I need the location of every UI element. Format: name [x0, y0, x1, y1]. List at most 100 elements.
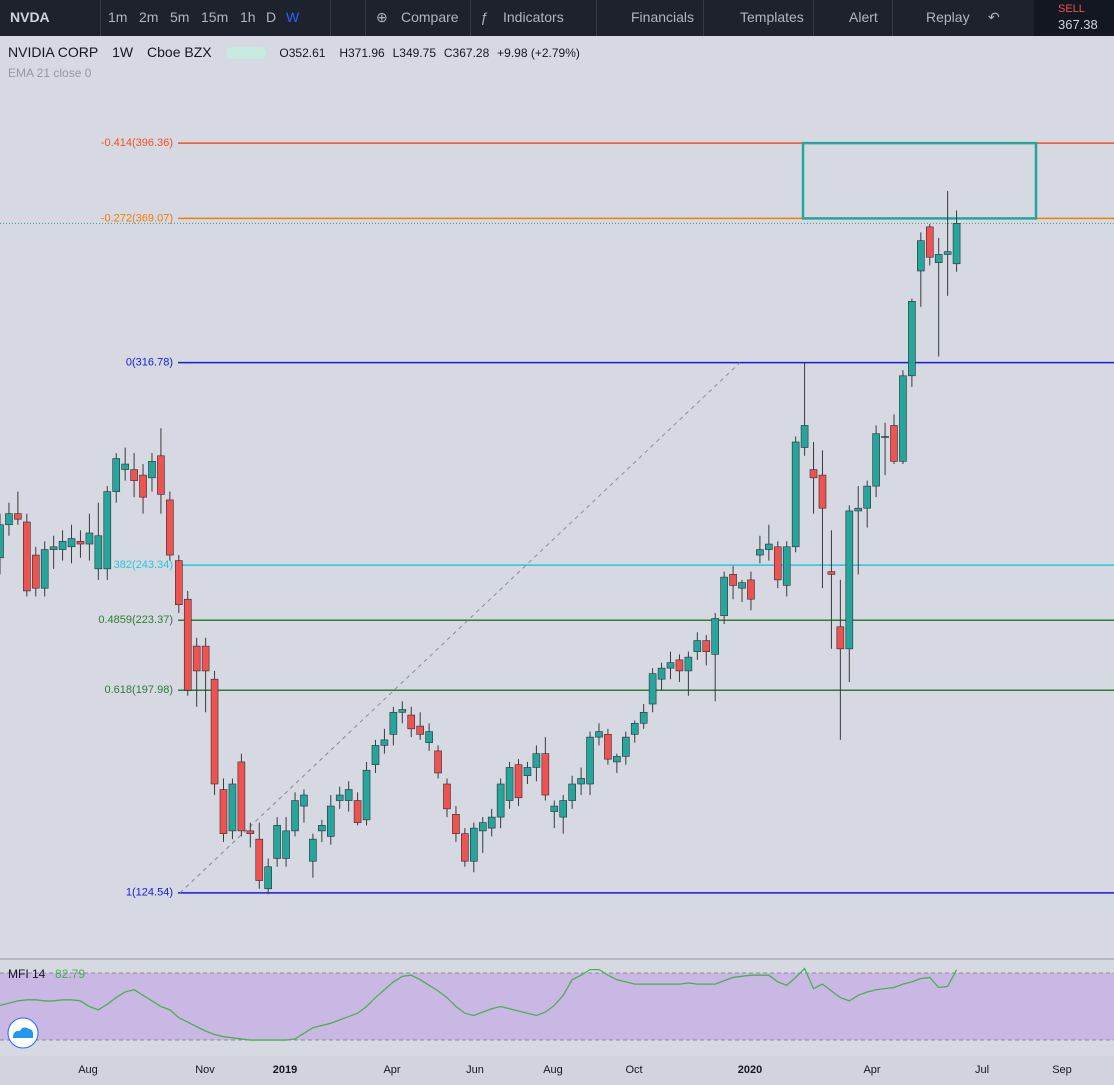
candle-body: [416, 725, 424, 735]
candle-body: [461, 833, 469, 862]
candle-body: [863, 485, 871, 509]
candle-body: [586, 736, 594, 785]
candle-body: [595, 731, 603, 738]
interval[interactable]: 15m: [201, 9, 229, 25]
candle-body: [720, 576, 728, 617]
mfi-value: 82.79: [55, 967, 85, 981]
logo-cloud: [13, 1027, 34, 1038]
candle-body: [452, 814, 460, 834]
candle-body: [210, 678, 219, 785]
candle-body: [917, 240, 925, 272]
interval[interactable]: 1h: [240, 9, 256, 25]
x-tick-label: Apr: [863, 1064, 880, 1076]
interval[interactable]: W: [286, 9, 300, 25]
candle-body: [845, 510, 854, 650]
candle-body: [800, 425, 809, 448]
indicator-icon[interactable]: ƒ: [480, 9, 488, 25]
candle-body: [157, 455, 165, 495]
x-tick-label: Aug: [78, 1064, 98, 1076]
candle-body: [568, 783, 576, 801]
x-tick-label: Aug: [543, 1064, 563, 1076]
separator: [596, 0, 597, 36]
time-axis: [0, 1056, 1114, 1085]
undo-icon[interactable]: ↶: [988, 9, 1000, 25]
candle-body: [175, 560, 183, 606]
fib-label: 1(124.54): [126, 887, 173, 899]
button[interactable]: Alert: [849, 9, 878, 25]
fib-label: -0.272(369.07): [101, 212, 173, 224]
x-tick-label: 2020: [738, 1064, 762, 1076]
candle-body: [890, 425, 898, 462]
change: +9.98 (+2.79%): [497, 46, 580, 60]
candle-body: [407, 714, 416, 730]
candle-body: [130, 469, 138, 481]
candle-body: [541, 753, 550, 796]
candle-body: [675, 659, 684, 672]
candle-body: [139, 474, 147, 498]
candle-body: [300, 794, 308, 807]
separator: [703, 0, 704, 36]
button[interactable]: Financials: [631, 9, 695, 25]
button[interactable]: Templates: [740, 9, 804, 25]
close: C367.28: [443, 46, 490, 60]
x-tick-label: Jun: [466, 1064, 484, 1076]
x-tick-label: Jul: [975, 1064, 989, 1076]
symbol[interactable]: NVDA: [10, 9, 50, 25]
button[interactable]: Indicators: [503, 9, 564, 25]
candle-body: [899, 375, 907, 462]
status-badge: [225, 47, 266, 60]
candle-body: [67, 538, 76, 548]
x-tick-label: Apr: [383, 1064, 400, 1076]
candle-body: [255, 838, 264, 881]
candle-body: [836, 626, 845, 650]
candle-body: [791, 441, 800, 548]
symbol-name: NVIDIA CORP: [8, 44, 99, 60]
interval[interactable]: 2m: [139, 9, 159, 25]
candle-body: [112, 458, 121, 492]
separator: [365, 0, 366, 36]
candle-body: [14, 513, 22, 520]
trade-price: 367.38: [1058, 17, 1098, 32]
mfi-band: [0, 972, 1114, 1041]
candle-body: [613, 756, 621, 763]
fib-label: 0.4859(223.37): [98, 614, 173, 626]
compare-icon[interactable]: ⊕: [376, 9, 388, 25]
candle-body: [425, 731, 433, 743]
candle-body: [237, 761, 246, 832]
interval[interactable]: 5m: [170, 9, 190, 25]
candle-body: [756, 549, 764, 556]
interval[interactable]: D: [266, 9, 277, 25]
candle-body: [630, 723, 639, 735]
candle-body: [934, 254, 943, 264]
candle-body: [639, 711, 648, 724]
candle-body: [532, 753, 541, 768]
candle-body: [58, 540, 67, 550]
candle-body: [398, 709, 407, 713]
button[interactable]: Replay: [926, 9, 970, 25]
candle-body: [0, 524, 4, 559]
candle-body: [684, 656, 693, 672]
button[interactable]: Compare: [401, 9, 459, 25]
candle-body: [550, 805, 559, 812]
candle-body: [648, 673, 657, 705]
candle-body: [318, 825, 326, 832]
candle-body: [291, 800, 299, 832]
interval[interactable]: 1m: [108, 9, 128, 25]
open: O352.61: [279, 46, 326, 60]
candle-body: [94, 535, 103, 570]
candle-body: [121, 463, 129, 470]
candle-body: [76, 540, 85, 545]
candle-body: [219, 789, 228, 834]
candle-body: [854, 507, 863, 512]
x-tick-label: Sep: [1052, 1064, 1072, 1076]
high: H371.96: [339, 46, 385, 60]
candle-body: [908, 301, 916, 377]
candle-body: [693, 640, 702, 652]
trade-panel[interactable]: SELL 367.38: [1034, 0, 1114, 36]
candle-body: [559, 800, 568, 818]
candle-body: [166, 499, 174, 556]
mfi-line: [0, 967, 958, 1041]
candle-body: [353, 800, 362, 823]
candle-body: [872, 433, 880, 487]
trend-line: [179, 362, 741, 894]
